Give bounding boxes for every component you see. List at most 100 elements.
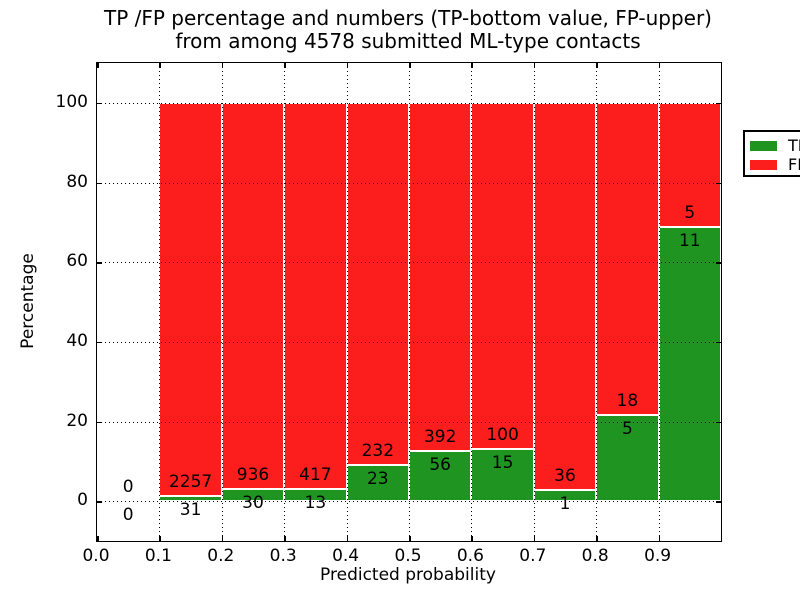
legend-label-tp: TP [788,135,800,155]
x-tick-mark [221,63,224,68]
bar-segment-tp [410,452,471,501]
bar-segment-tp [659,228,720,501]
fp-count-label: 232 [361,441,395,462]
bar-segment-tp [597,415,658,501]
y-tick-mark [97,501,102,503]
bar [159,102,222,502]
y-tick-mark [97,262,102,264]
x-tick-label: 0.1 [144,546,172,566]
x-tick-label: 0.9 [644,546,672,566]
x-tick-mark [159,536,161,541]
x-tick-mark [346,63,349,68]
y-tick-mark [716,102,721,105]
tp-count-label: 15 [491,453,514,474]
bar [533,102,597,502]
gridline-vertical [346,63,348,541]
x-tick-label: 0.7 [519,546,547,566]
y-tick-mark [97,421,102,423]
y-tick-mark [716,501,721,503]
fp-count-label: 0 [122,477,134,498]
bar-segment-tp [472,450,533,501]
tp-legend-swatch-icon [750,140,777,151]
y-tick-label: 60 [66,251,88,272]
bar-segment-fp [347,103,408,465]
x-tick-mark [471,63,473,68]
chart-title-line2: from among 4578 submitted ML-type contac… [175,29,641,53]
legend-label-fp: FP [788,154,800,174]
y-tick-mark [97,102,102,105]
fp-count-label: 392 [423,427,457,448]
tp-count-label: 13 [304,493,327,514]
x-tick-mark [533,63,536,68]
y-tick-label: 80 [66,171,88,192]
y-tick-mark [716,341,721,344]
x-tick-mark [284,63,286,68]
bar [471,102,534,502]
bar-segment-fp [222,103,284,488]
gridline-vertical [409,63,410,541]
gridline-vertical [159,63,161,541]
bar-segment-fp [472,103,533,449]
legend-item-fp: FP [750,155,800,174]
x-tick-mark [284,536,286,541]
x-tick-mark [658,536,661,541]
bar [284,102,347,502]
legend: TP FP [743,130,800,177]
bar-segment-tp [285,490,346,501]
x-tick-mark [596,63,598,68]
x-axis-label: Predicted probability [320,565,496,585]
x-tick-label: 0.4 [332,546,360,566]
y-tick-label: 100 [55,91,88,112]
bar [658,102,721,502]
fp-count-label: 417 [299,465,332,486]
bar-segment-tp [534,491,596,501]
tp-count-label: 30 [242,492,264,513]
bar-segment-fp [410,103,471,451]
gridline-horizontal [97,421,721,423]
y-tick-mark [97,341,102,344]
bar-segment-tp [347,466,408,501]
gridline-vertical [284,63,286,541]
x-tick-label: 0.6 [456,546,484,566]
x-tick-mark [533,536,536,541]
gridline-vertical [221,63,223,541]
gridline-horizontal [97,182,721,184]
x-tick-label: 0.5 [394,546,422,566]
bar [346,102,409,502]
y-axis-label: Percentage [18,253,38,349]
gridline-vertical [596,63,598,541]
legend-item-tp: TP [750,136,800,155]
bar-segment-tp [160,496,221,501]
plot-area: TP FP 0022573193630417132322339256100153… [96,62,800,542]
tp-count-label: 23 [366,469,389,490]
tp-count-label: 5 [621,418,633,439]
bar-segment-tp [222,489,284,501]
y-tick-label: 20 [66,410,88,431]
y-tick-label: 40 [66,330,88,351]
x-tick-label: 0.0 [82,546,110,566]
gridline-horizontal [97,262,721,264]
fp-count-label: 2257 [168,471,213,492]
tp-count-label: 31 [179,499,202,520]
fp-count-label: 18 [616,390,639,411]
x-tick-label: 0.2 [207,546,235,566]
bar-segment-fp [285,103,346,489]
chart-title-line1: TP /FP percentage and numbers (TP-bottom… [104,6,712,30]
x-tick-mark [346,536,349,541]
gridline-horizontal [97,341,721,343]
bar-segment-fp [160,103,221,495]
bar [221,102,285,502]
tp-count-label: 56 [429,455,452,476]
y-tick-mark [97,182,102,184]
x-tick-mark [409,536,411,541]
tp-count-label: 11 [678,231,701,252]
x-tick-mark [159,63,161,68]
bar [596,102,659,502]
x-tick-mark [471,536,473,541]
bar [409,102,472,502]
bar-segment-fp [534,103,596,490]
x-tick-mark [221,536,224,541]
x-tick-mark [409,63,411,68]
chart-title: TP /FP percentage and numbers (TP-bottom… [96,7,720,53]
x-tick-mark [97,63,99,68]
